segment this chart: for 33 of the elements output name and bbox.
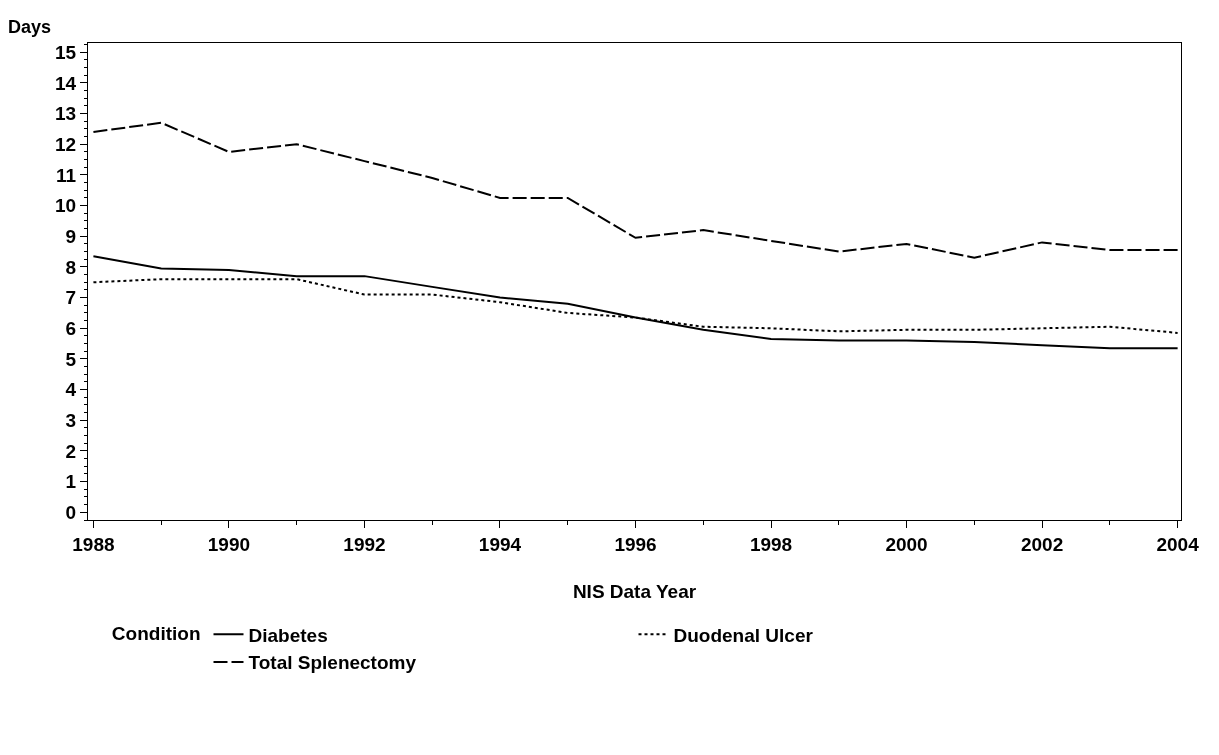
y-tick-label: 0 [65,501,77,523]
y-tick-label: 6 [65,317,77,339]
x-tick-label: 1998 [749,533,793,555]
x-tick-label: 1994 [478,533,522,555]
y-tick-label: 10 [55,195,77,217]
x-tick-label: 2002 [1020,533,1064,555]
y-tick-label: 12 [55,133,77,155]
line-series [92,121,1179,259]
legend-label: Diabetes [248,624,328,646]
y-tick-label: 3 [65,409,77,431]
y-tick-label: 7 [65,287,77,309]
x-tick-label: 2004 [1156,533,1200,555]
y-tick-label: 11 [56,164,77,186]
x-axis-title: NIS Data Year [572,580,697,602]
legend-label: Total Splenectomy [248,652,417,674]
x-tick-label: 1996 [614,533,657,555]
y-axis-title: Days [8,17,52,37]
x-tick-label: 1988 [72,533,115,555]
y-tick-label: 9 [65,225,77,247]
y-tick-label: 1 [65,471,77,493]
y-tick-label: 14 [55,72,77,94]
y-tick-label: 8 [65,256,77,278]
legend-label: Duodenal Ulcer [673,624,814,646]
line-series [92,255,1179,350]
y-tick-label: 2 [65,440,77,462]
y-tick-label: 13 [55,103,77,125]
x-tick-label: 1992 [343,533,386,555]
y-tick-label: 4 [65,379,77,401]
y-tick-label: 5 [65,348,77,370]
x-tick-label: 2000 [885,533,928,555]
legend-title: Condition [111,623,201,645]
y-tick-label: 15 [55,41,77,63]
x-tick-label: 1990 [207,533,251,555]
